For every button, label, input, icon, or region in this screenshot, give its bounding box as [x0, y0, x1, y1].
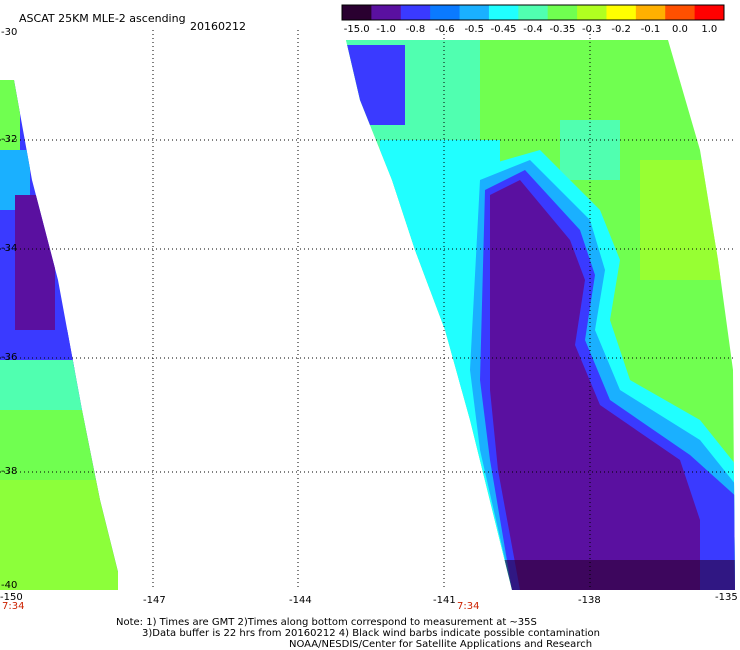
lon-label-141: -141 — [433, 595, 456, 606]
colorbar-segment — [518, 5, 549, 20]
colorbar-label: -0.35 — [549, 24, 576, 35]
colorbar-label: -0.6 — [435, 24, 455, 35]
left-swath — [0, 80, 118, 590]
lon-label-147: -147 — [143, 595, 166, 606]
colorbar-border — [341, 4, 725, 21]
time-label-left: 7:34 — [2, 601, 25, 612]
lat-label-32: -32 — [1, 134, 18, 145]
colorbar-segment — [694, 5, 725, 20]
colorbar-segment — [488, 5, 519, 20]
colorbar-segment — [371, 5, 402, 20]
colorbar-segment — [342, 5, 372, 20]
colorbar-label: -1.0 — [376, 24, 396, 35]
right-swath — [346, 40, 735, 590]
lat-label-34: -34 — [1, 243, 18, 254]
map-date: 20160212 — [190, 20, 246, 33]
lat-label-40: -40 — [1, 580, 18, 591]
lon-label-144: -144 — [289, 595, 312, 606]
colorbar — [341, 4, 725, 21]
colorbar-segment — [400, 5, 431, 20]
lon-label-150: -150 — [0, 592, 23, 603]
colorbar-label: -0.3 — [582, 24, 602, 35]
colorbar-segment — [635, 5, 666, 20]
lat-label-38: -38 — [1, 466, 18, 477]
colorbar-label: -0.8 — [405, 24, 426, 35]
lat-label-36: -36 — [1, 352, 18, 363]
note-line-2: 3)Data buffer is 22 hrs from 20160212 4)… — [142, 628, 600, 639]
colorbar-segment — [459, 5, 490, 20]
colorbar-label: -0.45 — [490, 24, 517, 35]
lon-label-135: -135 — [715, 592, 738, 603]
colorbar-label: 1.0 — [701, 24, 718, 35]
colorbar-label: -0.2 — [611, 24, 631, 35]
colorbar-label: -0.1 — [640, 24, 661, 35]
lat-label-30: -30 — [1, 27, 18, 38]
grid-lines — [0, 30, 735, 590]
colorbar-label: -0.5 — [464, 24, 484, 35]
colorbar-label: -15.0 — [343, 24, 370, 35]
colorbar-segment — [430, 5, 461, 20]
colorbar-segment — [665, 5, 696, 20]
note-line-3: NOAA/NESDIS/Center for Satellite Applica… — [289, 639, 593, 650]
time-label-right: 7:34 — [457, 601, 480, 612]
lon-label-138: -138 — [578, 595, 601, 606]
colorbar-segment — [547, 5, 578, 20]
map-title: ASCAT 25KM MLE-2 ascending — [19, 12, 186, 25]
colorbar-label: 0.0 — [671, 24, 688, 35]
colorbar-segment — [577, 5, 607, 20]
colorbar-segment — [606, 5, 637, 20]
colorbar-label: -0.4 — [523, 24, 543, 35]
note-line-1: Note: 1) Times are GMT 2)Times along bot… — [116, 617, 537, 628]
